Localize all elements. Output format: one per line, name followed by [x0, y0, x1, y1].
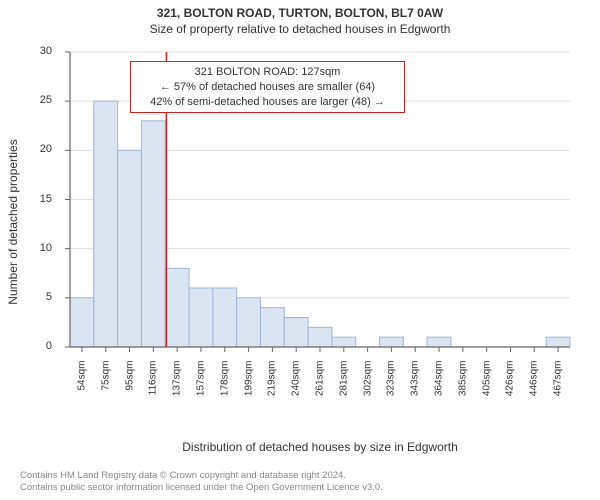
x-axis-label: Distribution of detached houses by size …	[60, 440, 580, 454]
histogram-bar	[308, 327, 332, 347]
histogram-bar	[427, 337, 451, 347]
page-subtitle: Size of property relative to detached ho…	[0, 22, 600, 36]
histogram-bar	[70, 298, 94, 347]
y-axis-label: Number of detached properties	[6, 42, 22, 402]
histogram-bar	[118, 150, 142, 347]
info-box: 321 BOLTON ROAD: 127sqm← 57% of detached…	[130, 61, 405, 114]
x-tick-label: 385sqm	[457, 361, 468, 411]
x-tick-label: 261sqm	[315, 361, 326, 411]
x-tick-label: 137sqm	[172, 361, 183, 411]
x-tick-label: 343sqm	[410, 361, 421, 411]
footer-attribution: Contains HM Land Registry data © Crown c…	[20, 470, 580, 494]
x-tick-label: 54sqm	[76, 361, 87, 411]
y-tick-label: 15	[26, 193, 52, 205]
x-tick-label: 446sqm	[529, 361, 540, 411]
x-tick-label: 302sqm	[362, 361, 373, 411]
x-tick-label: 426sqm	[505, 361, 516, 411]
x-tick-label: 75sqm	[100, 361, 111, 411]
page-title-address: 321, BOLTON ROAD, TURTON, BOLTON, BL7 0A…	[0, 6, 600, 20]
info-line-1: 321 BOLTON ROAD: 127sqm	[137, 65, 398, 80]
x-tick-label: 405sqm	[481, 361, 492, 411]
histogram-bar	[213, 288, 237, 347]
x-tick-label: 116sqm	[148, 361, 159, 411]
info-line-3: 42% of semi-detached houses are larger (…	[137, 95, 398, 110]
x-tick-label: 219sqm	[267, 361, 278, 411]
histogram-bar	[332, 337, 356, 347]
x-tick-label: 240sqm	[291, 361, 302, 411]
histogram-bar	[284, 318, 308, 348]
x-tick-label: 157sqm	[195, 361, 206, 411]
x-tick-label: 95sqm	[124, 361, 135, 411]
histogram-bar	[546, 337, 570, 347]
x-tick-label: 281sqm	[338, 361, 349, 411]
histogram-bar	[260, 308, 284, 347]
histogram-bar	[165, 268, 189, 347]
y-tick-label: 10	[26, 242, 52, 254]
y-tick-label: 5	[26, 291, 52, 303]
x-tick-label: 323sqm	[386, 361, 397, 411]
x-tick-label: 178sqm	[219, 361, 230, 411]
footer-line-2: Contains public sector information licen…	[20, 482, 580, 494]
histogram-bar	[141, 121, 165, 347]
x-tick-label: 364sqm	[434, 361, 445, 411]
x-tick-label: 199sqm	[243, 361, 254, 411]
info-line-2: ← 57% of detached houses are smaller (64…	[137, 80, 398, 95]
y-tick-label: 30	[26, 45, 52, 57]
y-tick-label: 0	[26, 340, 52, 352]
histogram-bar	[380, 337, 404, 347]
footer-line-1: Contains HM Land Registry data © Crown c…	[20, 470, 580, 482]
histogram-bar	[237, 298, 261, 347]
y-tick-label: 25	[26, 94, 52, 106]
y-tick-label: 20	[26, 143, 52, 155]
histogram-bar	[189, 288, 213, 347]
histogram-bar	[94, 101, 118, 347]
x-tick-label: 467sqm	[553, 361, 564, 411]
